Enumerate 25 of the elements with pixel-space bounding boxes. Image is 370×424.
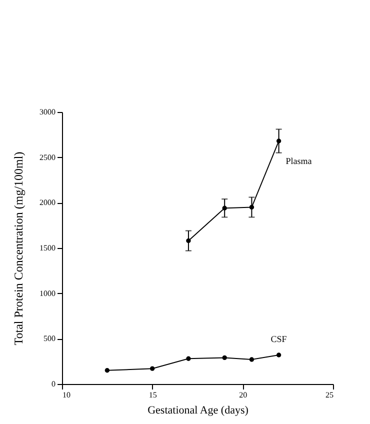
y-tick-label: 1000 (40, 288, 56, 298)
point (249, 204, 254, 210)
y-tick-label: 1500 (40, 244, 56, 252)
point (276, 138, 282, 144)
point (222, 206, 227, 210)
annotation: CSF (270, 334, 287, 344)
x-tick-label: 15 (148, 390, 157, 400)
annotation: Plasma (286, 156, 312, 166)
point (186, 238, 191, 244)
y-tick-label: 3000 (40, 108, 56, 116)
y-tick-label: 2500 (40, 152, 56, 162)
point (104, 368, 110, 373)
y-tick-label: 0 (52, 380, 56, 388)
point (150, 366, 155, 371)
y-tick-label: 2000 (40, 198, 56, 208)
x-tick-label: 10 (62, 390, 70, 400)
y-tick-label: 500 (44, 334, 56, 344)
x-tick-label: 20 (239, 390, 248, 400)
point (222, 355, 227, 360)
y-axis-title: Total Protein Concentration (mg/100ml) (12, 152, 26, 346)
point (249, 357, 254, 362)
point (186, 356, 191, 361)
x-tick-label: 25 (326, 390, 334, 400)
x-axis-title: Gestational Age (days) (148, 404, 249, 416)
point (276, 352, 282, 358)
